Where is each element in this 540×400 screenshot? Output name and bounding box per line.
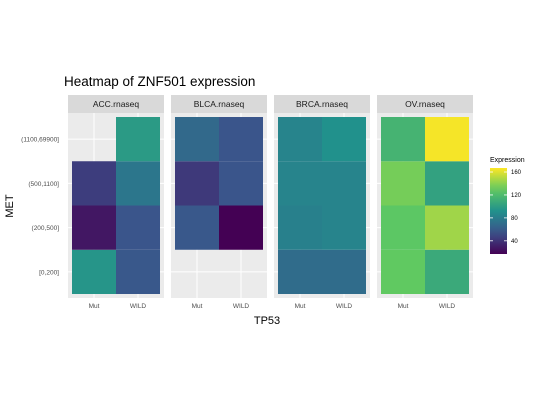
x-axis-title: TP53: [254, 315, 280, 327]
heatmap-cell: [322, 249, 366, 294]
heatmap-cell: [219, 161, 263, 206]
legend-tick-label: 120: [511, 193, 522, 199]
heatmap-cell: [72, 161, 116, 206]
legend-tick-label: 80: [511, 216, 518, 222]
y-axis-title: MET: [4, 194, 16, 218]
heatmap-cell: [381, 205, 425, 250]
heatmap-cell: [381, 249, 425, 294]
x-tick-label: WILD: [439, 303, 456, 310]
y-tick-label: (200,500]: [32, 225, 60, 232]
heatmap-cell: [322, 161, 366, 206]
heatmap-cell: [219, 205, 263, 250]
facet-strip: [68, 95, 164, 113]
legend-tick-label: 40: [511, 239, 518, 245]
x-tick-label: Mut: [295, 303, 306, 310]
facet-strip: [274, 95, 370, 113]
heatmap-cell: [175, 161, 219, 206]
heatmap-cell: [116, 117, 160, 162]
facet-panel: ACC.rnaseq Mut WILD: [68, 95, 164, 310]
heatmap-cell: [116, 249, 160, 294]
heatmap-cell: [278, 117, 322, 162]
heatmap-cell: [116, 205, 160, 250]
heatmap-cell: [381, 117, 425, 162]
x-tick-label: Mut: [192, 303, 203, 310]
heatmap-cell: [175, 205, 219, 250]
facet-strip: [171, 95, 267, 113]
heatmap-cell: [175, 117, 219, 162]
heatmap-cell: [425, 161, 469, 206]
heatmap-cell: [425, 117, 469, 162]
heatmap-cell: [116, 161, 160, 206]
y-axis: [0,200] (200,500] (500,1100] (1100,69900]: [21, 137, 59, 277]
facet-label: BLCA.rnaseq: [194, 99, 245, 109]
heatmap-cell: [219, 117, 263, 162]
facet-label: OV.rnaseq: [405, 99, 445, 109]
heatmap-cell: [425, 249, 469, 294]
x-tick-label: Mut: [89, 303, 100, 310]
y-tick-label: (500,1100]: [28, 181, 59, 188]
x-tick-label: WILD: [336, 303, 353, 310]
facet-panel: BLCA.rnaseq Mut WILD: [171, 95, 267, 310]
heatmap-cell: [72, 249, 116, 294]
facet-label: ACC.rnaseq: [93, 99, 140, 109]
chart-title: Heatmap of ZNF501 expression: [64, 74, 255, 89]
facet-label: BRCA.rnaseq: [296, 99, 348, 109]
facet-strip: [377, 95, 473, 113]
heatmap-cell: [278, 249, 322, 294]
legend: Expression 40 80 120 160: [490, 157, 525, 254]
legend-colorbar: [490, 168, 507, 254]
y-tick-label: [0,200]: [39, 269, 59, 276]
heatmap-cell: [425, 205, 469, 250]
facet-panel: BRCA.rnaseq Mut WILD: [274, 95, 370, 310]
legend-tick-label: 160: [511, 170, 522, 176]
heatmap-cell: [278, 205, 322, 250]
y-tick-label: (1100,69900]: [21, 137, 59, 144]
heatmap-cell: [322, 205, 366, 250]
x-tick-label: Mut: [398, 303, 409, 310]
facet-panel: OV.rnaseq Mut WILD: [377, 95, 473, 310]
heatmap-cell: [322, 117, 366, 162]
heatmap-cell: [381, 161, 425, 206]
x-tick-label: WILD: [233, 303, 250, 310]
heatmap-cell: [72, 205, 116, 250]
heatmap-cell: [278, 161, 322, 206]
x-tick-label: WILD: [130, 303, 147, 310]
legend-title: Expression: [490, 157, 525, 164]
